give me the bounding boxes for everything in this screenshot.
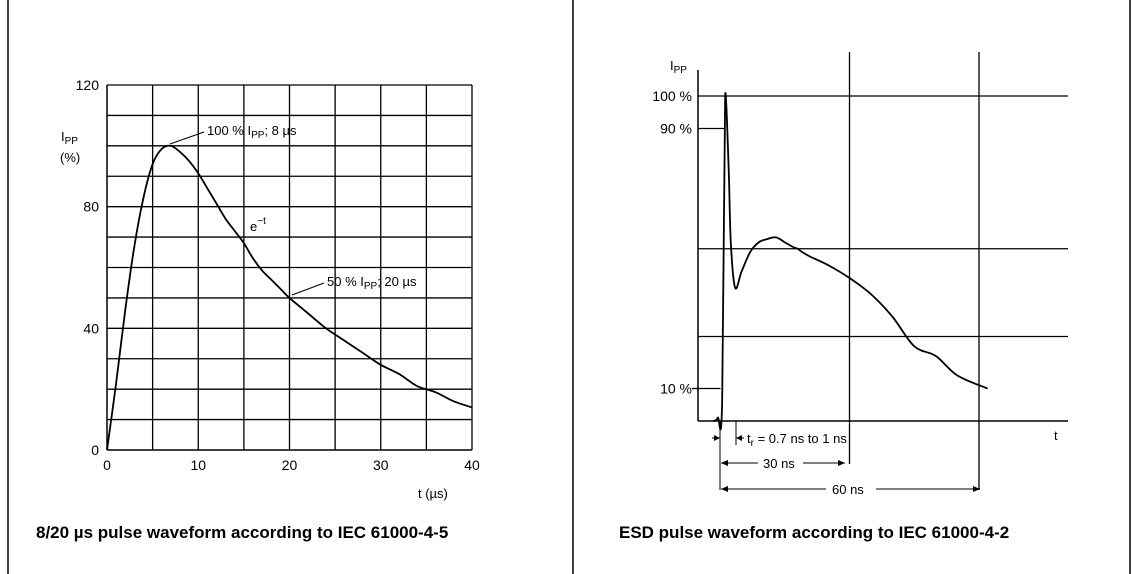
left-series-line [106, 144, 473, 451]
span-60ns-left-arrowhead [721, 486, 728, 492]
left-y-tick-label: 0 [91, 442, 99, 458]
rise-arrowhead-left [714, 435, 720, 441]
left-grid [106, 84, 473, 451]
peak-annotation: 100 % IPP; 8 µs [207, 123, 297, 141]
rise-time-marker: tr = 0.7 ns to 1 ns [712, 421, 847, 490]
left-y-tick-label: 120 [76, 77, 100, 93]
left-x-tick-label: 30 [373, 457, 389, 473]
left-y-tick-label: 40 [83, 320, 99, 336]
right-tick-labels: 100 % 90 % 10 % [652, 88, 692, 397]
left-x-tick-label: 20 [282, 457, 298, 473]
right-grid [692, 52, 1068, 490]
left-x-tick-label: 10 [190, 457, 206, 473]
left-ylabel-main: IPP [61, 129, 78, 147]
iec-61000-4-5-chart: 0 10 20 30 40 0 40 80 120 IPP (%) t (µs) 100 % I… [60, 77, 480, 501]
left-annotations: 100 % IPP; 8 µs 50 % IPP; 20 µs e−t [169, 123, 417, 296]
left-tick-labels: 0 10 20 30 40 0 40 80 120 [76, 77, 480, 473]
rise-time-annotation: tr = 0.7 ns to 1 ns [747, 431, 847, 449]
right-series-line [712, 92, 988, 431]
iec-61000-4-2-chart: 100 %90 %10 % IPP t tr = 0.7 ns to 1 ns … [652, 52, 1068, 497]
left-y-tick-label: 80 [83, 199, 99, 215]
right-xlabel: t [1054, 428, 1058, 443]
span-60ns: 60 ns [721, 482, 980, 497]
right-y-tick-label: 100 % [652, 88, 692, 104]
left-chart-caption: 8/20 µs pulse waveform according to IEC … [36, 523, 449, 542]
span-30ns: 30 ns [721, 456, 845, 471]
span-30ns-right-arrowhead [838, 460, 845, 466]
span-60ns-right-arrowhead [973, 486, 980, 492]
half-leader [291, 282, 325, 296]
right-y-tick-label: 10 % [660, 381, 692, 397]
left-xlabel: t (µs) [418, 486, 448, 501]
decay-annotation: e−t [250, 216, 266, 234]
left-x-tick-label: 0 [103, 457, 111, 473]
span-60ns-label: 60 ns [832, 482, 864, 497]
half-annotation: 50 % IPP; 20 µs [327, 274, 417, 292]
span-30ns-left-arrowhead [721, 460, 728, 466]
peak-leader [169, 131, 205, 145]
rise-arrowhead-right [736, 435, 742, 441]
right-y-tick-label: 90 % [660, 121, 692, 137]
right-chart-caption: ESD pulse waveform according to IEC 6100… [619, 523, 1010, 542]
left-x-tick-label: 40 [464, 457, 480, 473]
left-ylabel-unit: (%) [60, 150, 80, 165]
span-30ns-label: 30 ns [763, 456, 795, 471]
right-ylabel: IPP [670, 58, 687, 76]
